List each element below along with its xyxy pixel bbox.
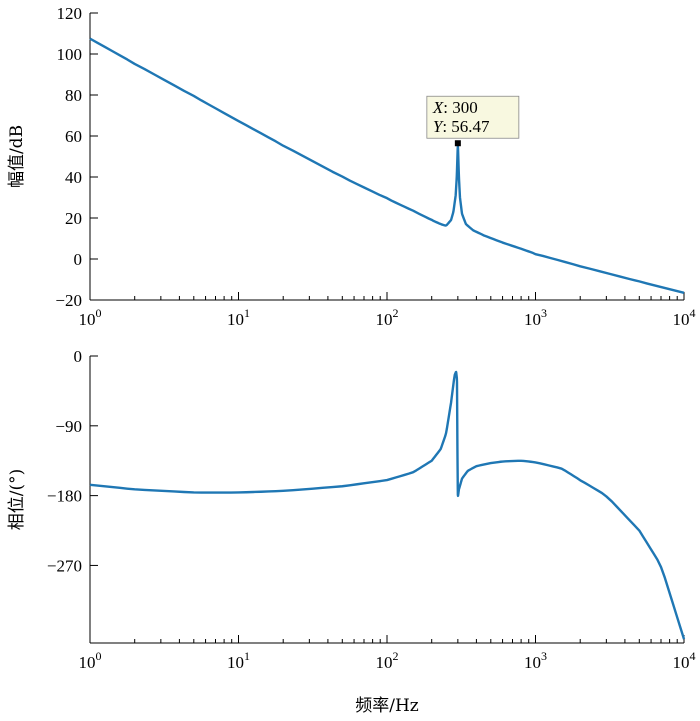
x-tick-label: 103 <box>524 649 547 672</box>
y-tick-label: 40 <box>65 168 82 187</box>
series-line <box>89 37 685 294</box>
x-tick-label: 104 <box>673 649 696 672</box>
x-tick-label: 102 <box>376 306 399 329</box>
y-tick-label: −270 <box>47 556 82 575</box>
phase-plot: 100 101 102 103 104 0 −90 −180 −270 相位/(°) 频率/Hz <box>7 347 696 716</box>
y-tick-label: 100 <box>57 45 83 64</box>
x-tick-label: 100 <box>79 306 102 329</box>
y-axis-label: 相位/(°) <box>7 469 27 531</box>
y-tick-label: 120 <box>57 4 83 23</box>
x-tick-label: 103 <box>524 306 547 329</box>
y-tick-label: 0 <box>74 347 83 366</box>
y-tick-label: 20 <box>65 209 82 228</box>
y-tick-label: −20 <box>55 291 82 310</box>
series-line <box>89 370 686 640</box>
x-tick-label: 100 <box>79 649 102 672</box>
x-tick-label: 101 <box>227 649 250 672</box>
datatip-box <box>426 95 520 139</box>
y-tick-label: 60 <box>65 127 82 146</box>
datatip-marker <box>454 140 461 147</box>
x-tick-label: 101 <box>227 306 250 329</box>
y-tick-label: 80 <box>65 86 82 105</box>
datatip-y-text: Y: 56.47 <box>433 117 490 136</box>
magnitude-plot: 100 101 102 103 104 −20 0 20 40 60 80 100 120 幅值/dB X:… <box>7 4 696 329</box>
y-tick-label: −90 <box>55 417 82 436</box>
x-tick-label: 104 <box>673 306 696 329</box>
y-axis-label: 幅值/dB <box>7 125 27 188</box>
x-tick-label: 102 <box>376 649 399 672</box>
datatip-x-text: X: 300 <box>432 98 478 117</box>
y-tick-label: 0 <box>74 250 83 269</box>
y-tick-label: −180 <box>47 487 82 506</box>
x-axis-label: 频率/Hz <box>355 696 419 716</box>
